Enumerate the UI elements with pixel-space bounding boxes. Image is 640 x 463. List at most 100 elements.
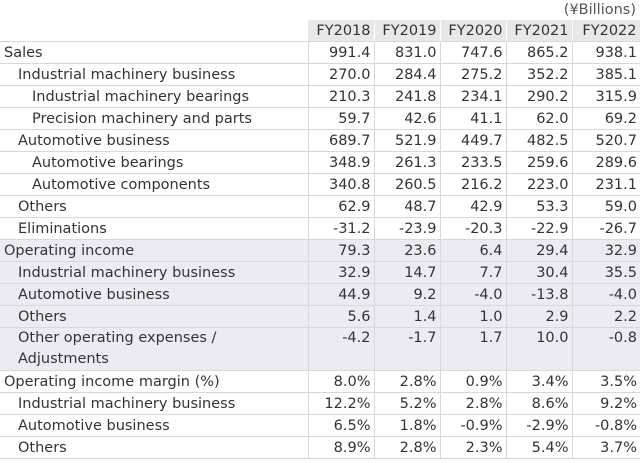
row-label: Automotive business: [0, 283, 308, 306]
table-row: Industrial machinery business 32.9 14.7 …: [0, 261, 640, 284]
row-label: Operating income: [0, 239, 308, 262]
cell-value: 1.4: [373, 305, 440, 328]
cell-value: 449.7: [439, 129, 506, 152]
cell-value: 35.5: [571, 261, 640, 284]
cell-value: 289.6: [571, 151, 640, 174]
cell-value: 5.6: [307, 305, 374, 328]
cell-value: 59.0: [571, 195, 640, 218]
cell-value: -0.8: [571, 327, 640, 371]
cell-value: 482.5: [505, 129, 572, 152]
cell-value: 69.2: [571, 107, 640, 130]
cell-value: 223.0: [505, 173, 572, 196]
header-blank-cell: [0, 20, 308, 42]
table-row: Automotive bearings 348.9 261.3 233.5 25…: [0, 151, 640, 174]
cell-value: 1.7: [439, 327, 506, 371]
cell-value: 41.1: [439, 107, 506, 130]
cell-value: 14.7: [373, 261, 440, 284]
cell-value: 290.2: [505, 85, 572, 108]
cell-value: 689.7: [307, 129, 374, 152]
cell-value: 520.7: [571, 129, 640, 152]
header-fy2021: FY2021: [506, 20, 573, 42]
cell-value: 385.1: [571, 63, 640, 86]
cell-value: -23.9: [373, 217, 440, 240]
table-row: Others 62.9 48.7 42.9 53.3 59.0: [0, 195, 640, 218]
header-fy2020: FY2020: [440, 20, 507, 42]
table-row: Precision machinery and parts 59.7 42.6 …: [0, 107, 640, 130]
cell-value: 2.9: [505, 305, 572, 328]
cell-value: 79.3: [307, 239, 374, 262]
cell-value: 59.7: [307, 107, 374, 130]
row-label: Industrial machinery business: [0, 261, 308, 284]
financial-table: FY2018 FY2019 FY2020 FY2021 FY2022 Sales…: [0, 20, 640, 459]
cell-value: 2.8%: [439, 392, 506, 415]
cell-value: 340.8: [307, 173, 374, 196]
table-row: Automotive components 340.8 260.5 216.2 …: [0, 173, 640, 196]
row-label: Automotive business: [0, 414, 308, 437]
cell-value: 42.6: [373, 107, 440, 130]
table-row: Automotive business 44.9 9.2 -4.0 -13.8 …: [0, 283, 640, 306]
row-label: Operating income margin (%): [0, 370, 308, 393]
cell-value: 3.7%: [571, 436, 640, 459]
row-label: Others: [0, 436, 308, 459]
row-label: Others: [0, 305, 308, 328]
cell-value: 6.4: [439, 239, 506, 262]
cell-value: 48.7: [373, 195, 440, 218]
cell-value: -26.7: [571, 217, 640, 240]
cell-value: 44.9: [307, 283, 374, 306]
cell-value: 42.9: [439, 195, 506, 218]
table-row: Sales 991.4 831.0 747.6 865.2 938.1: [0, 41, 640, 64]
cell-value: 9.2: [373, 283, 440, 306]
cell-value: 241.8: [373, 85, 440, 108]
cell-value: 2.8%: [373, 370, 440, 393]
cell-value: 865.2: [505, 41, 572, 64]
table-row: Industrial machinery bearings 210.3 241.…: [0, 85, 640, 108]
cell-value: 275.2: [439, 63, 506, 86]
cell-value: 23.6: [373, 239, 440, 262]
cell-value: 284.4: [373, 63, 440, 86]
cell-value: 29.4: [505, 239, 572, 262]
table-row: Others 5.6 1.4 1.0 2.9 2.2: [0, 305, 640, 328]
row-label: Eliminations: [0, 217, 308, 240]
cell-value: -4.0: [439, 283, 506, 306]
cell-value: 30.4: [505, 261, 572, 284]
row-label: Industrial machinery business: [0, 392, 308, 415]
row-label: Industrial machinery business: [0, 63, 308, 86]
row-label: Precision machinery and parts: [0, 107, 308, 130]
row-label: Automotive business: [0, 129, 308, 152]
cell-value: 261.3: [373, 151, 440, 174]
header-fy2018: FY2018: [308, 20, 375, 42]
cell-value: 3.4%: [505, 370, 572, 393]
header-fy2019: FY2019: [374, 20, 441, 42]
cell-value: 938.1: [571, 41, 640, 64]
row-label: Industrial machinery bearings: [0, 85, 308, 108]
row-label: Others: [0, 195, 308, 218]
cell-value: 8.6%: [505, 392, 572, 415]
cell-value: 5.4%: [505, 436, 572, 459]
table-row: Industrial machinery business 12.2% 5.2%…: [0, 392, 640, 415]
table-row: Other operating expenses / Adjustments -…: [0, 327, 640, 371]
header-row: FY2018 FY2019 FY2020 FY2021 FY2022: [0, 20, 640, 42]
cell-value: -22.9: [505, 217, 572, 240]
cell-value: 231.1: [571, 173, 640, 196]
cell-value: 315.9: [571, 85, 640, 108]
cell-value: -20.3: [439, 217, 506, 240]
cell-value: 8.0%: [307, 370, 374, 393]
row-label: Sales: [0, 41, 308, 64]
cell-value: 352.2: [505, 63, 572, 86]
row-label: Automotive bearings: [0, 151, 308, 174]
cell-value: -4.2: [307, 327, 374, 371]
cell-value: 2.2: [571, 305, 640, 328]
cell-value: 259.6: [505, 151, 572, 174]
unit-label: (¥Billions): [563, 2, 636, 18]
cell-value: 32.9: [571, 239, 640, 262]
table-row: Automotive business 6.5% 1.8% -0.9% -2.9…: [0, 414, 640, 437]
header-fy2022: FY2022: [572, 20, 640, 42]
cell-value: 1.8%: [373, 414, 440, 437]
cell-value: 521.9: [373, 129, 440, 152]
cell-value: 53.3: [505, 195, 572, 218]
cell-value: 216.2: [439, 173, 506, 196]
cell-value: 260.5: [373, 173, 440, 196]
cell-value: 2.8%: [373, 436, 440, 459]
cell-value: -1.7: [373, 327, 440, 371]
